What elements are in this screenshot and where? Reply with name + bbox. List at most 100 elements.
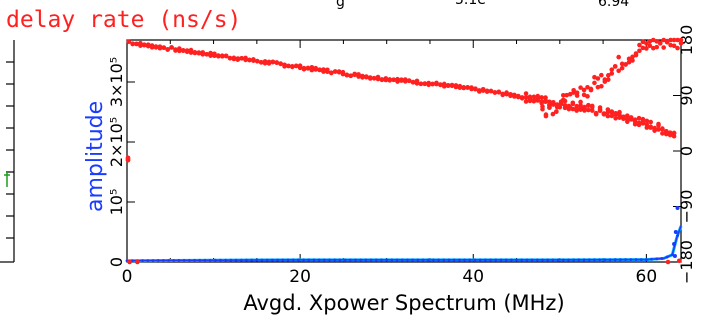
amplitude-point (665, 255, 669, 259)
amplitude-point (639, 258, 643, 262)
phase-point (605, 109, 611, 115)
amplitude-point (452, 258, 456, 262)
phase-point (258, 60, 264, 65)
phase-point (515, 93, 521, 99)
amplitude-point (463, 258, 466, 262)
top-mid-fragment: 5.1e (455, 0, 486, 8)
phase-point (665, 259, 671, 265)
phase-point (625, 117, 630, 122)
phase-point (630, 58, 635, 63)
amplitude-point (177, 259, 181, 262)
phase-point (492, 90, 498, 95)
phase-point (496, 89, 502, 95)
phase-point (678, 40, 684, 46)
amplitude-point (224, 258, 228, 262)
amplitude-point (187, 258, 191, 262)
phase-point (667, 130, 673, 135)
amplitude-line (126, 225, 682, 262)
phase-point (648, 119, 654, 125)
amplitude-point (167, 259, 170, 262)
phase-point (564, 104, 570, 109)
plot-frame (126, 39, 682, 263)
phase-point (648, 125, 654, 130)
phase-point (628, 117, 634, 122)
phase-point (434, 80, 439, 86)
phase-point (484, 89, 490, 94)
amplitude-point (650, 257, 653, 261)
amplitude-point (307, 258, 311, 262)
phase-point (313, 65, 319, 71)
phase-point (612, 64, 618, 69)
phase-point (402, 77, 408, 82)
phase-point (200, 50, 206, 55)
left-green-marker (4, 172, 10, 187)
amplitude-point (229, 258, 233, 262)
amplitude-point (369, 258, 373, 262)
amplitude-point (655, 257, 659, 261)
phase-point (560, 92, 566, 98)
top-left-fragment: g (336, 0, 345, 10)
amplitude-point (530, 258, 534, 262)
phase-point (609, 67, 615, 72)
amplitude-point (458, 258, 461, 262)
phase-point (523, 95, 529, 100)
phase-point (305, 66, 311, 71)
phase-point (364, 74, 369, 79)
amplitude-point (203, 258, 207, 262)
phase-point (651, 37, 656, 43)
amplitude-point (364, 258, 368, 262)
amplitude-point (239, 258, 243, 262)
phase-point (589, 108, 595, 113)
phase-point (599, 83, 604, 89)
amplitude-point (613, 258, 617, 262)
phase-point (675, 37, 680, 43)
phase-point (500, 91, 505, 97)
phase-point (391, 77, 396, 83)
phase-point (321, 67, 326, 72)
phase-point (644, 118, 650, 124)
phase-point (619, 65, 625, 71)
phase-point (660, 126, 665, 132)
amplitude-point (426, 258, 430, 262)
amplitude-point (328, 258, 331, 262)
phase-point (586, 102, 591, 108)
phase-point (640, 121, 646, 126)
phase-point (145, 42, 151, 47)
phase-point (188, 47, 194, 53)
phase-point (135, 259, 140, 265)
amplitude-point (281, 258, 285, 262)
amplitude-point (447, 258, 451, 262)
phase-point (671, 133, 677, 139)
phase-point (216, 53, 221, 59)
amplitude-point (432, 258, 435, 262)
amplitude-point (473, 258, 477, 262)
amplitude-point (561, 258, 565, 262)
phase-point (157, 45, 163, 51)
phase-point (325, 69, 330, 75)
phase-point (597, 108, 603, 114)
y-left-tick-label: 10⁵ (107, 189, 126, 216)
amplitude-point (400, 258, 404, 262)
amplitude-point (395, 258, 399, 262)
amplitude-point (161, 259, 165, 262)
amplitude-point (234, 258, 238, 262)
phase-point (274, 60, 280, 65)
y-left-tick-label: 2×10⁵ (107, 117, 126, 167)
phase-point (223, 53, 229, 59)
phase-point (235, 56, 241, 61)
amplitude-point (416, 258, 420, 262)
phase-point (602, 79, 608, 84)
x-tick-label: 60 (636, 267, 658, 287)
y-left-tick-label: 3×10⁵ (107, 57, 126, 107)
amplitude-point (603, 258, 607, 262)
amplitude-point (598, 258, 602, 262)
phase-point (356, 74, 361, 79)
phase-point (550, 111, 556, 117)
amplitude-point (499, 258, 503, 262)
phase-point (613, 111, 618, 116)
phase-point (547, 99, 552, 105)
chart-title: delay rate (ns/s) (6, 7, 241, 33)
phase-point (399, 77, 404, 82)
phase-point (574, 106, 579, 111)
phase-point (239, 56, 244, 61)
